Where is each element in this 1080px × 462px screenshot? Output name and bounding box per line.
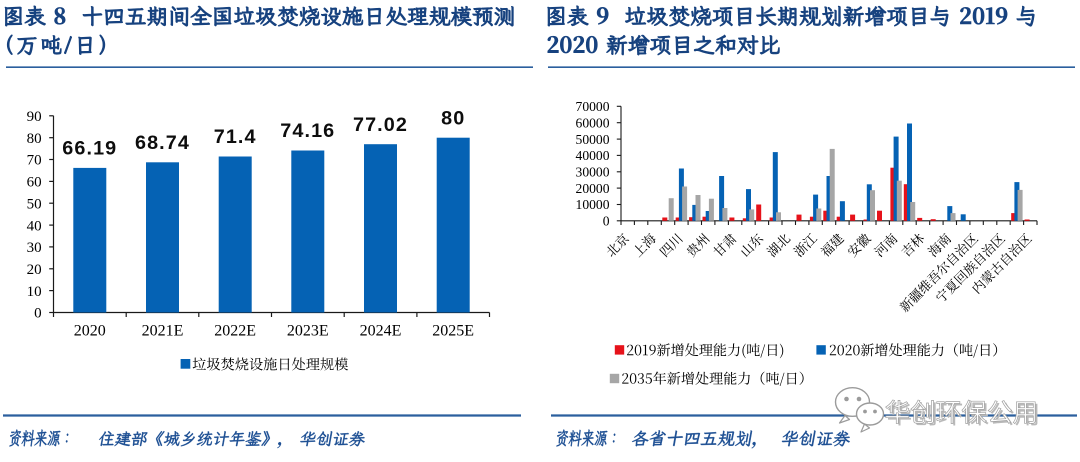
- svg-text:10: 10: [27, 284, 42, 300]
- svg-text:2024E: 2024E: [360, 322, 402, 339]
- svg-text:30000: 30000: [576, 164, 610, 179]
- svg-text:20: 20: [27, 262, 42, 278]
- svg-text:50: 50: [27, 196, 42, 212]
- svg-text:80: 80: [27, 131, 42, 147]
- svg-text:50000: 50000: [576, 132, 610, 147]
- svg-text:90: 90: [27, 109, 42, 125]
- svg-text:71.4: 71.4: [214, 126, 257, 148]
- svg-text:10000: 10000: [576, 197, 610, 212]
- svg-text:77.02: 77.02: [353, 114, 408, 136]
- svg-text:70: 70: [27, 153, 42, 169]
- svg-text:20000: 20000: [576, 181, 610, 196]
- svg-text:74.16: 74.16: [280, 120, 335, 142]
- svg-text:66.19: 66.19: [62, 138, 117, 160]
- svg-text:2023E: 2023E: [287, 322, 329, 339]
- svg-text:70000: 70000: [576, 99, 610, 114]
- svg-text:40: 40: [27, 218, 42, 234]
- svg-text:0: 0: [603, 214, 610, 229]
- svg-text:40000: 40000: [576, 148, 610, 163]
- svg-text:80: 80: [441, 107, 465, 129]
- svg-text:2021E: 2021E: [142, 322, 184, 339]
- svg-text:2020: 2020: [74, 322, 106, 339]
- svg-text:2022E: 2022E: [214, 322, 256, 339]
- svg-text:68.74: 68.74: [135, 132, 190, 154]
- svg-text:30: 30: [27, 240, 42, 256]
- svg-text:2025E: 2025E: [432, 322, 474, 339]
- svg-text:0: 0: [34, 306, 42, 322]
- svg-text:60000: 60000: [576, 115, 610, 130]
- svg-text:60: 60: [27, 175, 42, 191]
